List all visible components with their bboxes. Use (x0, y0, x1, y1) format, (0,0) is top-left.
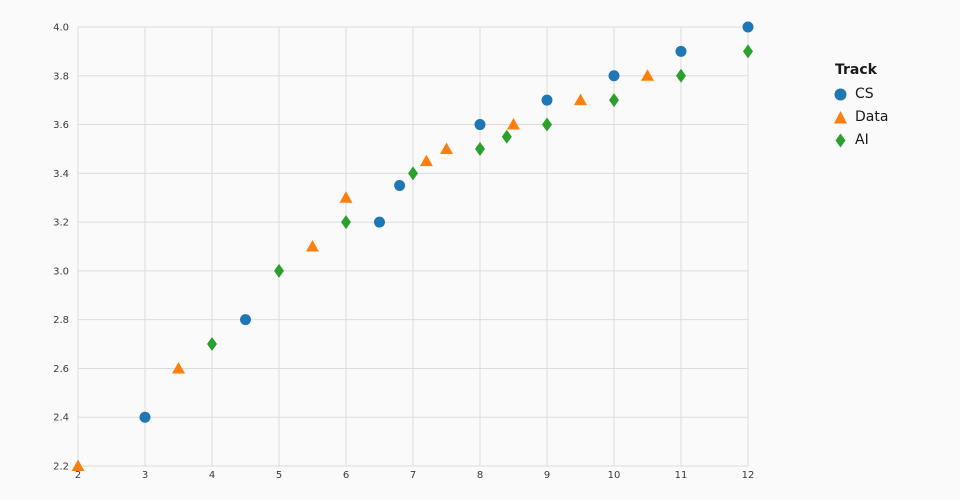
data-point-cs (675, 45, 687, 57)
x-tick-label: 9 (544, 470, 550, 481)
data-point-ai (207, 337, 217, 352)
data-point-ai (542, 117, 552, 132)
legend-title: Track (835, 62, 877, 78)
legend-item-label-data: Data (855, 109, 889, 125)
data-point-ai (676, 68, 686, 83)
legend-item-label-ai: AI (855, 132, 869, 148)
y-tick-label: 2.4 (53, 413, 69, 424)
y-tick-label: 3.6 (53, 120, 69, 131)
x-tick-label: 10 (608, 470, 621, 481)
x-tick-label: 11 (675, 470, 688, 481)
data-point-data (71, 459, 85, 471)
legend-item-cs: CS (833, 86, 888, 102)
x-tick-label: 2 (75, 470, 81, 481)
data-point-ai (408, 166, 418, 181)
data-point-ai (609, 93, 619, 108)
data-point-ai (475, 141, 485, 156)
data-point-data (641, 69, 654, 81)
y-tick-label: 2.8 (53, 315, 69, 326)
x-tick-label: 7 (410, 470, 416, 481)
data-point-cs (541, 94, 553, 106)
data-point-data (574, 93, 587, 106)
data-triangle-marker-icon (834, 110, 847, 123)
cs-circle-marker-icon (834, 88, 847, 100)
data-point-cs (608, 70, 620, 82)
data-point-data (440, 142, 453, 154)
data-point-cs (394, 180, 406, 192)
y-tick-label: 3.2 (53, 218, 69, 229)
data-point-cs (240, 314, 251, 326)
legend-item-ai: AI (833, 132, 888, 148)
y-tick-label: 3.8 (53, 71, 69, 82)
data-point-ai (501, 129, 512, 144)
x-tick-label: 5 (276, 470, 282, 481)
data-point-data (306, 240, 319, 252)
data-point-cs (474, 119, 486, 131)
data-point-data (507, 118, 520, 130)
data-point-cs (139, 411, 151, 423)
legend-item-data: Data (833, 109, 888, 125)
y-tick-label: 3.0 (53, 266, 69, 277)
legend-item-label-cs: CS (855, 86, 874, 102)
x-tick-label: 8 (477, 470, 483, 481)
data-point-ai (274, 263, 284, 278)
ai-diamond-marker-icon (835, 133, 846, 147)
y-tick-label: 2.6 (53, 364, 69, 375)
x-tick-label: 6 (343, 470, 349, 481)
data-point-data (419, 154, 433, 167)
y-tick-label: 3.4 (53, 169, 69, 180)
y-tick-label: 4.0 (53, 23, 69, 34)
data-point-cs (742, 21, 754, 33)
data-point-ai (341, 215, 351, 230)
data-point-cs (374, 216, 385, 228)
data-point-data (172, 361, 185, 374)
data-point-data (339, 191, 353, 203)
x-tick-label: 3 (142, 470, 148, 481)
y-tick-label: 2.2 (53, 462, 69, 473)
x-tick-label: 4 (209, 470, 215, 481)
data-point-ai (743, 44, 753, 59)
x-tick-label: 12 (742, 470, 755, 481)
legend: Track CS Data AI (833, 62, 888, 148)
